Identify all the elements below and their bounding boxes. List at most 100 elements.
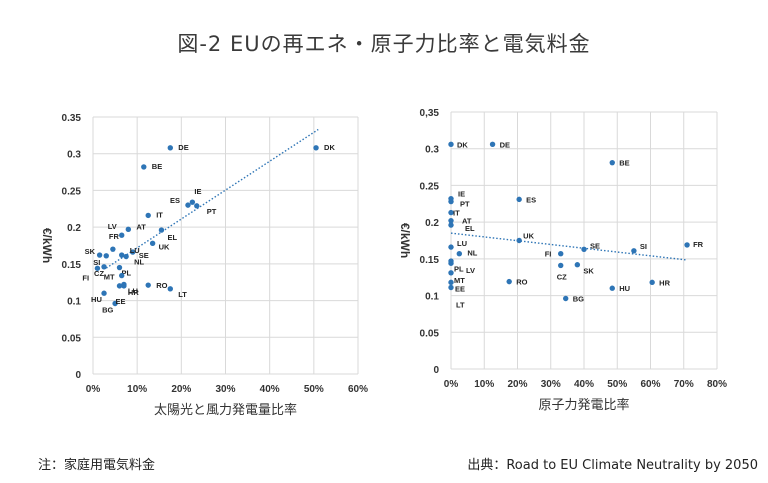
right-point-cz — [558, 262, 564, 269]
left-x-tick-label: 0% — [86, 384, 101, 395]
left-x-tick-label: 20% — [171, 384, 191, 395]
left-point-label-hr: HR — [128, 288, 139, 297]
right-point-label-sk: SK — [583, 267, 594, 276]
left-point-label-lv: LV — [108, 222, 117, 231]
right-x-tick-label: 40% — [574, 379, 594, 390]
right-y-tick-label: 0.15 — [420, 255, 440, 266]
right-point-label-ee: EE — [455, 284, 465, 293]
right-x-tick-label: 60% — [640, 379, 660, 390]
left-point-fr — [110, 246, 116, 252]
right-point-label-mt: MT — [454, 276, 465, 285]
right-point-label-si: SI — [640, 242, 647, 251]
right-point-nl — [456, 251, 463, 257]
left-x-axis-title: 太陽光と風力発電量比率 — [154, 402, 297, 418]
right-point-dk — [448, 141, 454, 148]
right-point-label-lt: LT — [456, 300, 465, 309]
left-trendline — [105, 128, 319, 269]
right-point-label-dk: DK — [457, 140, 468, 149]
right-point-el — [448, 222, 454, 228]
right-x-tick-label: 20% — [507, 379, 527, 390]
left-point-label-pt: PT — [207, 207, 217, 216]
right-y-tick-label: 0.05 — [420, 328, 440, 339]
right-point-hu — [609, 285, 615, 291]
left-x-tick-label: 30% — [215, 384, 235, 395]
right-x-tick-label: 10% — [474, 379, 494, 390]
left-y-tick-label: 0.2 — [67, 223, 81, 234]
left-point-label-lu: LU — [128, 286, 138, 295]
left-y-tick-label: 0.35 — [62, 113, 82, 124]
left-y-tick-label: 0.15 — [62, 260, 82, 271]
left-point-label-mt: MT — [104, 273, 115, 282]
footnote: 注：家庭用電気料金 — [38, 458, 156, 473]
left-point-lt — [167, 286, 173, 292]
left-point-label-be: BE — [152, 162, 162, 171]
right-point-label-it: IT — [453, 209, 460, 218]
right-point-at — [448, 217, 454, 224]
left-y-tick-label: 0.1 — [67, 297, 81, 308]
left-point-be — [141, 164, 147, 170]
right-point-label-bg: BG — [573, 295, 584, 304]
left-point-el — [158, 227, 165, 233]
left-point-hu — [101, 290, 107, 296]
left-point-ee — [116, 283, 123, 289]
right-point-sk — [574, 262, 581, 268]
right-point-label-hu: HU — [619, 284, 630, 293]
right-point-label-hr: HR — [659, 278, 670, 287]
left-point-label-fr: FR — [109, 232, 120, 241]
right-point-se — [581, 246, 587, 253]
left-y-tick-label: 0.05 — [62, 333, 82, 344]
left-x-tick-label: 50% — [304, 384, 324, 395]
right-x-tick-label: 30% — [541, 379, 561, 390]
left-y-axis-title: €/kWh — [40, 228, 54, 263]
right-point-label-de: DE — [500, 140, 510, 149]
left-scatter-chart: 0% 10% 20% 30% 40% 50% 60% 0 0.05 0.1 0.15 0.2 0.25 0… — [40, 113, 368, 418]
left-point-label-lu: LU — [130, 246, 140, 255]
left-point-label-sk: SK — [85, 247, 96, 256]
right-point-si — [631, 248, 637, 254]
left-point-label-ee: EE — [116, 297, 126, 306]
left-point-nl — [123, 253, 129, 260]
right-y-tick-label: 0.25 — [420, 181, 440, 192]
left-x-tick-label: 60% — [348, 384, 368, 395]
left-point-ro — [145, 282, 151, 288]
left-point-label-es: ES — [170, 196, 180, 205]
left-point-label-hu: HU — [91, 295, 102, 304]
right-x-tick-label: 50% — [607, 379, 627, 390]
left-point-it — [145, 212, 151, 219]
left-y-tick-label: 0.25 — [62, 186, 82, 197]
right-point-label-cz: CZ — [557, 272, 567, 281]
right-point-pt — [448, 198, 454, 205]
right-point-uk — [516, 237, 522, 244]
right-y-tick-label: 0.3 — [425, 145, 439, 156]
right-point-fi — [558, 251, 564, 257]
left-x-tick-label: 10% — [127, 384, 147, 395]
left-point-mt — [119, 272, 125, 279]
left-point-se — [130, 249, 136, 255]
left-point-si — [103, 253, 109, 259]
right-point-de — [489, 141, 496, 148]
left-y-tick-label: 0.3 — [67, 150, 81, 161]
left-point-sk — [96, 252, 103, 258]
right-point-label-es: ES — [526, 195, 536, 204]
right-point-mt — [448, 270, 454, 276]
right-point-label-se: SE — [590, 241, 600, 250]
right-point-es — [516, 196, 522, 203]
right-point-label-ro: RO — [516, 278, 527, 287]
left-point-lv — [119, 232, 125, 238]
right-x-tick-label: 80% — [707, 379, 727, 390]
source-credit: 出典：Road to EU Climate Neutrality by 2050 — [467, 458, 758, 473]
left-y-tick-label: 0 — [75, 370, 81, 381]
left-point-hr — [121, 283, 127, 289]
left-point-label-ro: RO — [156, 281, 167, 290]
right-point-pl — [448, 260, 454, 266]
right-point-label-be: BE — [619, 159, 629, 168]
right-scatter-chart: 0% 10% 20% 30% 40% 50% 60% 70% 80% 0 0.05 0.1 0.15 0.… — [398, 108, 727, 413]
right-point-hr — [649, 279, 655, 286]
left-point-fi — [94, 265, 101, 271]
left-point-label-it: IT — [156, 210, 163, 219]
right-point-label-pt: PT — [460, 200, 470, 209]
right-trendline — [450, 232, 688, 261]
left-point-label-bg: BG — [102, 306, 113, 315]
right-point-label-nl: NL — [467, 249, 477, 258]
